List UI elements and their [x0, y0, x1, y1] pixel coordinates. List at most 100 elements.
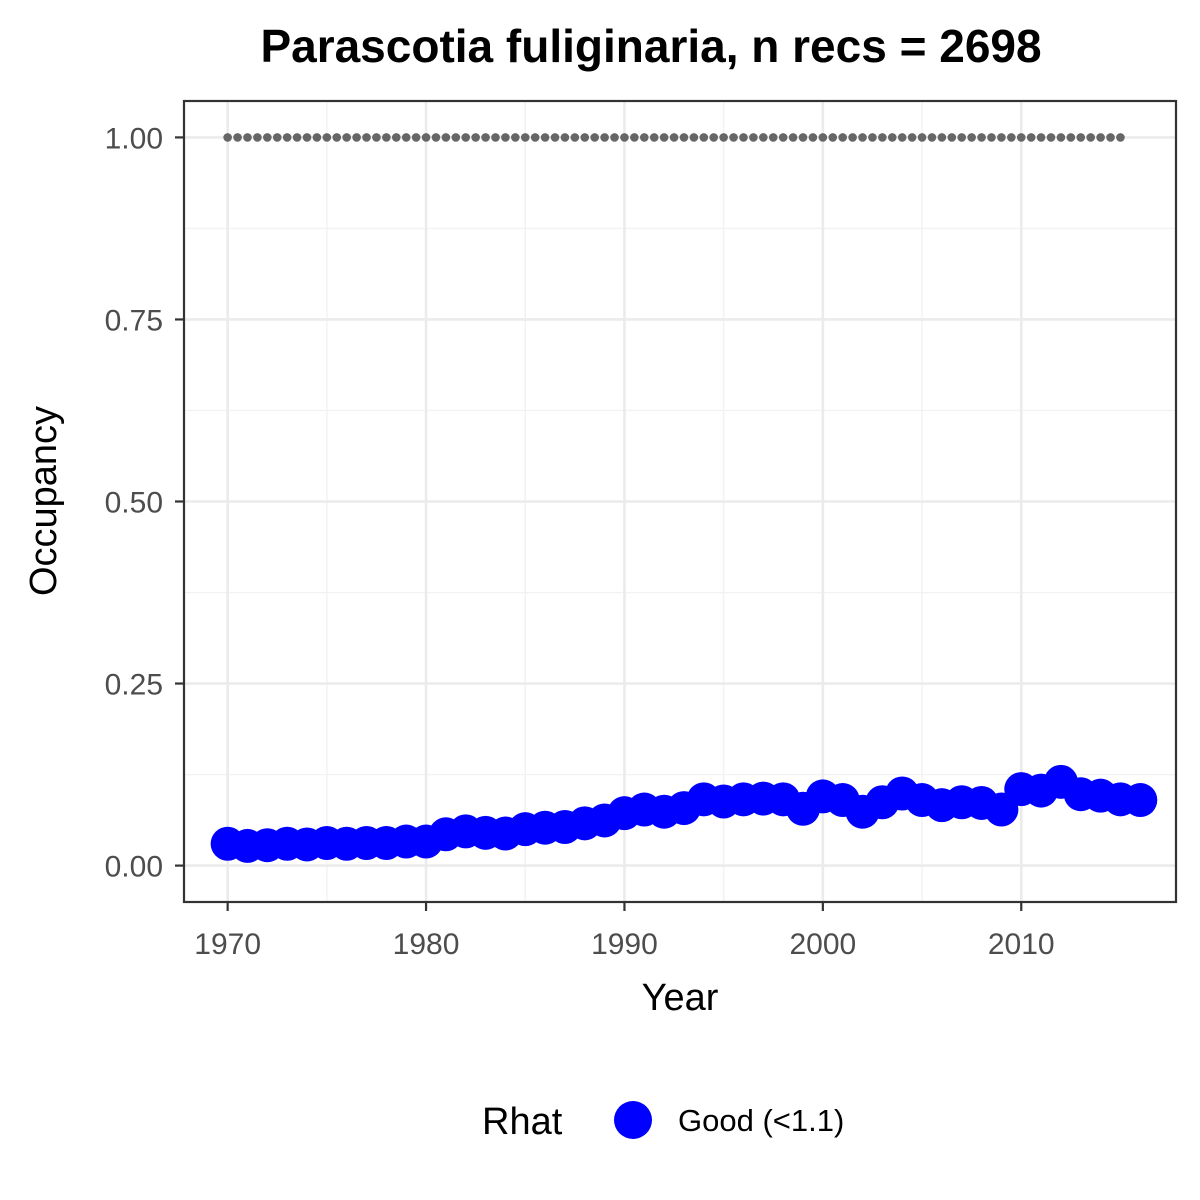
dotted-line-dot — [223, 133, 232, 142]
x-tick-label: 1980 — [393, 928, 460, 961]
dotted-line-dot — [887, 133, 897, 142]
grid-lines — [184, 101, 1176, 902]
dotted-line-dot — [322, 133, 332, 142]
dotted-line-dot — [768, 133, 778, 142]
dotted-line-dot — [451, 133, 461, 142]
dotted-line-dot — [1056, 133, 1066, 142]
dotted-line-dot — [431, 133, 441, 142]
dotted-line-dot — [739, 133, 748, 142]
dotted-line-dot — [511, 133, 520, 142]
dotted-line-dot — [1066, 133, 1076, 142]
x-tick-label: 2000 — [789, 928, 856, 961]
y-tick-label: 0.75 — [105, 304, 163, 337]
dotted-line-dot — [600, 133, 609, 142]
dotted-line-dot — [828, 133, 838, 142]
dotted-line-dot — [610, 133, 619, 142]
dotted-line-dot — [947, 133, 957, 142]
dotted-line-dot — [411, 133, 421, 142]
dotted-line-dot — [699, 133, 709, 142]
dotted-line-dot — [649, 133, 659, 142]
dotted-line-dot — [907, 133, 917, 142]
dotted-line-dot — [253, 133, 262, 142]
legend-key-good — [614, 1101, 652, 1139]
dotted-line-dot — [342, 133, 351, 142]
dotted-line-dot — [917, 133, 927, 142]
dotted-line-dot — [1076, 133, 1086, 142]
x-tick-label: 1970 — [194, 928, 261, 961]
x-axis-title: Year — [642, 977, 719, 1019]
dotted-line-dot — [272, 133, 282, 142]
y-axis-title: Occupancy — [23, 406, 65, 596]
dotted-line-dot — [630, 133, 639, 142]
dotted-line-dot — [471, 133, 480, 142]
x-tick-label: 2010 — [988, 928, 1055, 961]
dotted-line-dot — [967, 133, 976, 142]
dotted-line-dot — [798, 133, 808, 142]
dotted-line-dot — [818, 133, 828, 142]
dotted-line-dot — [501, 133, 510, 142]
dotted-line-dot — [1116, 133, 1125, 142]
dotted-line-dot — [263, 133, 272, 142]
dotted-line-dot — [997, 133, 1006, 142]
dotted-line-dot — [362, 133, 371, 142]
dotted-line-dot — [759, 133, 768, 142]
dotted-line-dot — [729, 133, 738, 142]
dotted-line-dot — [1046, 133, 1056, 142]
dotted-line-dot — [868, 133, 877, 142]
y-tick-label: 0.50 — [105, 487, 163, 520]
dotted-line-dot — [332, 133, 342, 142]
dotted-line-dot — [1096, 133, 1105, 142]
dotted-line-dot — [679, 133, 689, 142]
legend-title: Rhat — [482, 1101, 563, 1143]
dotted-line-dot — [570, 133, 580, 142]
dotted-line-dot — [302, 133, 312, 142]
dotted-line-dot — [709, 133, 719, 142]
dotted-line-dot — [897, 133, 907, 142]
dotted-line-dot — [550, 133, 560, 142]
reference-dotted-line — [223, 133, 1125, 142]
dotted-line-dot — [590, 133, 599, 142]
y-tick-label: 0.25 — [105, 669, 163, 702]
dotted-line-dot — [560, 133, 570, 142]
dotted-line-dot — [848, 133, 857, 142]
dotted-line-dot — [372, 133, 381, 142]
dotted-line-dot — [481, 133, 490, 142]
dotted-line-dot — [1016, 133, 1026, 142]
dotted-line-dot — [620, 133, 629, 142]
dotted-line-dot — [749, 133, 758, 142]
data-series — [210, 133, 1158, 863]
dotted-line-dot — [1086, 133, 1095, 142]
dotted-line-dot — [659, 133, 669, 142]
dotted-line-dot — [987, 133, 996, 142]
dotted-line-dot — [778, 133, 788, 142]
dotted-line-dot — [282, 133, 292, 142]
dotted-line-dot — [689, 133, 699, 142]
dotted-line-dot — [421, 133, 431, 142]
dotted-line-dot — [1106, 133, 1115, 142]
dotted-line-dot — [878, 133, 887, 142]
occupancy-points — [210, 764, 1158, 863]
dotted-line-dot — [937, 133, 947, 142]
y-tick-label: 0.00 — [105, 851, 163, 884]
dotted-line-dot — [382, 133, 391, 142]
dotted-line-dot — [243, 133, 252, 142]
dotted-line-dot — [401, 133, 411, 142]
dotted-line-dot — [957, 133, 967, 142]
dotted-line-dot — [292, 133, 302, 142]
dotted-line-dot — [1026, 133, 1036, 142]
data-point — [1123, 783, 1158, 818]
chart-title: Parascotia fuliginaria, n recs = 2698 — [260, 20, 1041, 72]
dotted-line-dot — [808, 133, 818, 142]
dotted-line-dot — [1036, 133, 1046, 142]
dotted-line-dot — [669, 133, 679, 142]
dotted-line-dot — [838, 133, 847, 142]
dotted-line-dot — [520, 133, 530, 142]
dotted-line-dot — [352, 133, 361, 142]
x-axis: 1970 1980 1990 2000 2010 — [194, 902, 1055, 961]
dotted-line-dot — [858, 133, 867, 142]
dotted-line-dot — [233, 133, 242, 142]
dotted-line-dot — [719, 133, 728, 142]
dotted-line-dot — [927, 133, 937, 142]
dotted-line-dot — [491, 133, 500, 142]
